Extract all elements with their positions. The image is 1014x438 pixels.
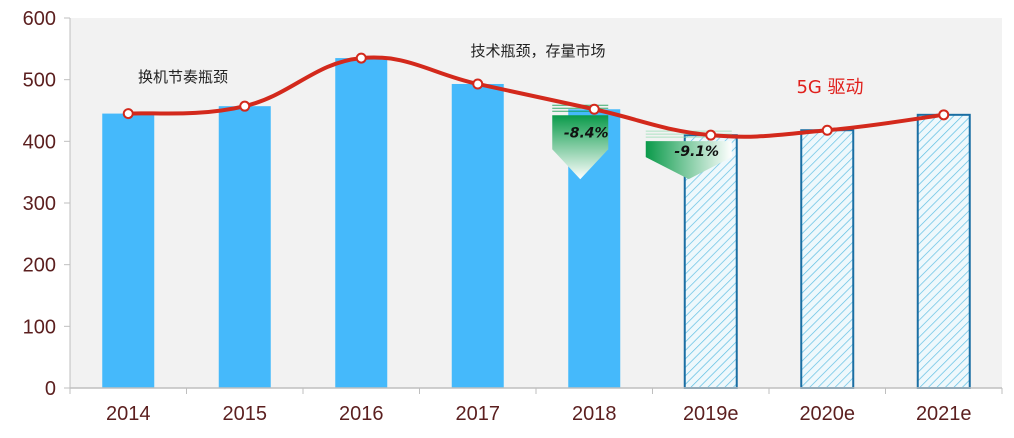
trend-point-2014 — [122, 108, 134, 120]
x-tick-label-2018: 2018 — [572, 403, 617, 425]
bar-2016 — [335, 58, 388, 388]
y-tick-label-600: 600 — [23, 8, 56, 30]
x-tick-label-2021e: 2021e — [916, 403, 972, 425]
y-tick-label-300: 300 — [23, 193, 56, 215]
y-tick-label-100: 100 — [23, 316, 56, 338]
x-tick-label-2020e: 2020e — [799, 403, 855, 425]
x-tick-label-2016: 2016 — [339, 403, 384, 425]
trend-point-2020e — [821, 124, 833, 136]
annotation-2: 5G 驱动 — [796, 77, 863, 98]
bar-2015 — [218, 106, 271, 388]
decline-arrow-shape — [645, 141, 732, 180]
trend-line — [126, 55, 946, 139]
y-tick-label-500: 500 — [23, 70, 56, 92]
trend-point-2019e — [705, 129, 717, 141]
x-tick-label-2019e: 2019e — [683, 403, 739, 425]
trend-point-2021e — [938, 109, 950, 121]
trend-point-2017 — [472, 78, 484, 90]
annotation-1: 技术瓶颈，存量市场 — [470, 42, 605, 60]
x-tick-label-2015: 2015 — [223, 403, 268, 425]
x-tick-label-2017: 2017 — [456, 403, 501, 425]
decline-label-2018: -8.4% — [564, 125, 609, 141]
trend-point-2016 — [355, 52, 367, 64]
bar-2014 — [102, 113, 155, 388]
y-tick-label-200: 200 — [23, 255, 56, 277]
trend-point-2018 — [588, 103, 600, 115]
bar-2021e — [916, 113, 971, 389]
x-tick-label-2014: 2014 — [106, 403, 151, 425]
y-tick-label-0: 0 — [45, 378, 56, 400]
bar-2020e — [800, 129, 855, 389]
trend-point-2015 — [239, 100, 251, 112]
y-tick-label-400: 400 — [23, 131, 56, 153]
bar-2017 — [451, 83, 504, 388]
decline-arrow-shape — [552, 115, 609, 180]
annotation-0: 换机节奏瓶颈 — [138, 68, 228, 86]
decline-label-2019e: -9.1% — [674, 144, 719, 160]
